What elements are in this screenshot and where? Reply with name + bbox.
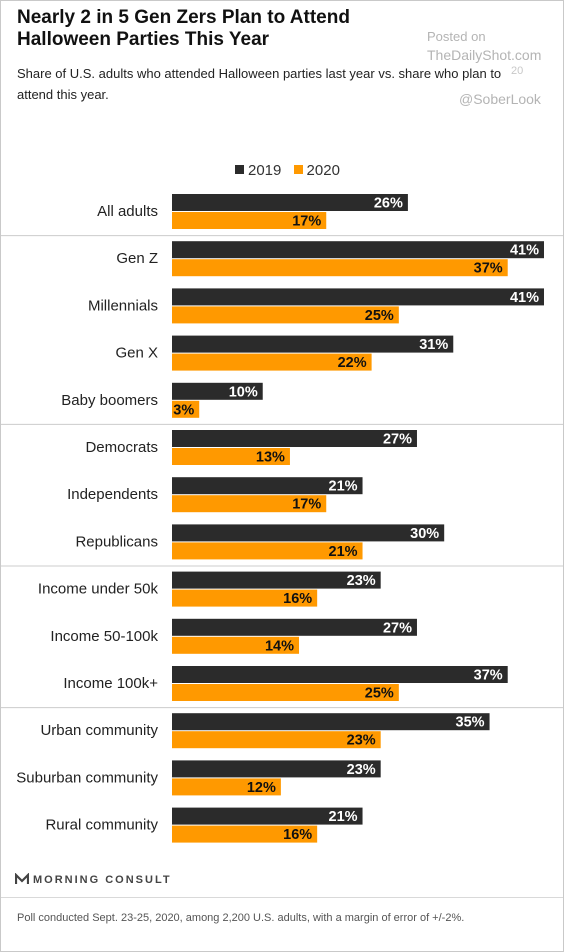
bar-2020-all-adults bbox=[172, 212, 327, 229]
bar-2020-millennials bbox=[172, 306, 399, 324]
category-label-income-50-100k: Income 50-100k bbox=[50, 628, 158, 645]
data-label-2020-rural-community: 16% bbox=[283, 827, 312, 843]
watermark-site: TheDailyShot.com bbox=[427, 47, 542, 63]
data-label-2020-gen-z: 37% bbox=[474, 261, 503, 277]
data-label-2020-income-50-100k: 14% bbox=[265, 638, 294, 654]
legend-swatch-2019 bbox=[235, 165, 244, 174]
bar-2020-republicans bbox=[172, 542, 363, 560]
bar-2020-gen-x bbox=[172, 353, 372, 371]
data-label-2020-baby-boomers: 3% bbox=[173, 402, 194, 418]
bar-2019-urban-community bbox=[172, 713, 490, 731]
data-label-2019-suburban-community: 23% bbox=[347, 762, 376, 778]
bar-2019-gen-x bbox=[172, 335, 454, 353]
category-label-suburban-community: Suburban community bbox=[16, 769, 158, 786]
watermark-date: 20 bbox=[511, 65, 524, 77]
data-label-2019-income-under-50k: 23% bbox=[347, 573, 376, 589]
legend-label-2020: 2020 bbox=[306, 162, 340, 179]
data-label-2019-all-adults: 26% bbox=[374, 196, 403, 212]
category-label-rural-community: Rural community bbox=[45, 817, 158, 834]
data-label-2019-gen-z: 41% bbox=[510, 243, 539, 259]
bar-2019-independents bbox=[172, 477, 363, 495]
data-label-2019-income-50-100k: 27% bbox=[383, 620, 412, 636]
category-label-income-under-50k: Income under 50k bbox=[38, 581, 159, 598]
bar-2020-rural-community bbox=[172, 825, 318, 843]
data-label-2020-urban-community: 23% bbox=[347, 733, 376, 749]
bar-2019-all-adults bbox=[172, 194, 408, 211]
category-label-gen-z: Gen Z bbox=[116, 250, 158, 267]
bar-2019-republicans bbox=[172, 524, 445, 542]
category-label-democrats: Democrats bbox=[85, 439, 158, 456]
data-label-2019-income-100k: 37% bbox=[474, 668, 503, 684]
category-label-gen-x: Gen X bbox=[115, 345, 158, 362]
data-label-2020-millennials: 25% bbox=[365, 308, 394, 324]
category-label-independents: Independents bbox=[67, 486, 158, 503]
bar-2020-urban-community bbox=[172, 731, 381, 749]
data-label-2019-millennials: 41% bbox=[510, 290, 539, 306]
footer-divider bbox=[1, 897, 563, 898]
logo-text: MORNING CONSULT bbox=[33, 874, 172, 886]
data-label-2020-income-under-50k: 16% bbox=[283, 591, 312, 607]
data-label-2019-urban-community: 35% bbox=[456, 715, 485, 731]
data-label-2020-all-adults: 17% bbox=[292, 214, 321, 230]
category-label-income-100k: Income 100k+ bbox=[63, 675, 158, 692]
chart-subtitle: Share of U.S. adults who attended Hallow… bbox=[17, 66, 502, 102]
bar-2020-income-100k bbox=[172, 684, 399, 701]
data-label-2019-republicans: 30% bbox=[410, 526, 439, 542]
category-label-republicans: Republicans bbox=[75, 533, 158, 550]
data-label-2020-suburban-community: 12% bbox=[247, 780, 276, 796]
data-label-2019-independents: 21% bbox=[329, 479, 358, 495]
bar-2019-suburban-community bbox=[172, 760, 381, 778]
bar-2020-income-50-100k bbox=[172, 636, 300, 654]
legend-swatch-2020 bbox=[293, 165, 303, 174]
bar-2019-income-50-100k bbox=[172, 618, 417, 636]
chart-title: Nearly 2 in 5 Gen Zers Plan to Attend Ha… bbox=[17, 7, 350, 50]
bar-2019-democrats bbox=[172, 430, 417, 447]
bar-2020-income-under-50k bbox=[172, 589, 318, 607]
footnote: Poll conducted Sept. 23-25, 2020, among … bbox=[17, 912, 465, 924]
data-label-2019-baby-boomers: 10% bbox=[229, 384, 258, 400]
bar-2019-gen-z bbox=[172, 241, 544, 259]
watermark-posted-on: Posted on bbox=[427, 29, 486, 44]
bar-2020-suburban-community bbox=[172, 778, 281, 796]
data-label-2020-gen-x: 22% bbox=[338, 355, 367, 371]
data-label-2020-income-100k: 25% bbox=[365, 686, 394, 702]
bar-2020-independents bbox=[172, 495, 327, 513]
data-label-2020-independents: 17% bbox=[292, 497, 321, 513]
bar-2019-millennials bbox=[172, 288, 544, 306]
bar-chart: All adults 26% 17% Gen Z 41% 37% Millennials 41… bbox=[1, 194, 563, 843]
data-label-2019-gen-x: 31% bbox=[419, 337, 448, 353]
chart-legend: 2019 2020 bbox=[235, 162, 348, 179]
bar-2020-gen-z bbox=[172, 259, 508, 277]
data-label-2020-republicans: 21% bbox=[329, 544, 358, 560]
morning-consult-logo-icon bbox=[14, 872, 30, 884]
data-label-2019-democrats: 27% bbox=[383, 432, 412, 448]
bar-2019-income-under-50k bbox=[172, 571, 381, 589]
bar-2019-income-100k bbox=[172, 666, 508, 683]
category-label-urban-community: Urban community bbox=[40, 722, 158, 739]
legend-label-2019: 2019 bbox=[248, 162, 282, 179]
bar-2020-democrats bbox=[172, 448, 290, 465]
bar-2019-baby-boomers bbox=[172, 382, 263, 400]
data-label-2020-democrats: 13% bbox=[256, 450, 285, 466]
morning-consult-logo: MORNING CONSULT bbox=[14, 872, 172, 886]
category-label-millennials: Millennials bbox=[88, 297, 158, 314]
bar-2020-baby-boomers bbox=[172, 400, 200, 418]
category-label-all-adults: All adults bbox=[97, 203, 158, 220]
category-label-baby-boomers: Baby boomers bbox=[61, 392, 158, 409]
data-label-2019-rural-community: 21% bbox=[329, 809, 358, 825]
watermark-handle: @SoberLook bbox=[459, 91, 541, 107]
bar-2019-rural-community bbox=[172, 807, 363, 825]
